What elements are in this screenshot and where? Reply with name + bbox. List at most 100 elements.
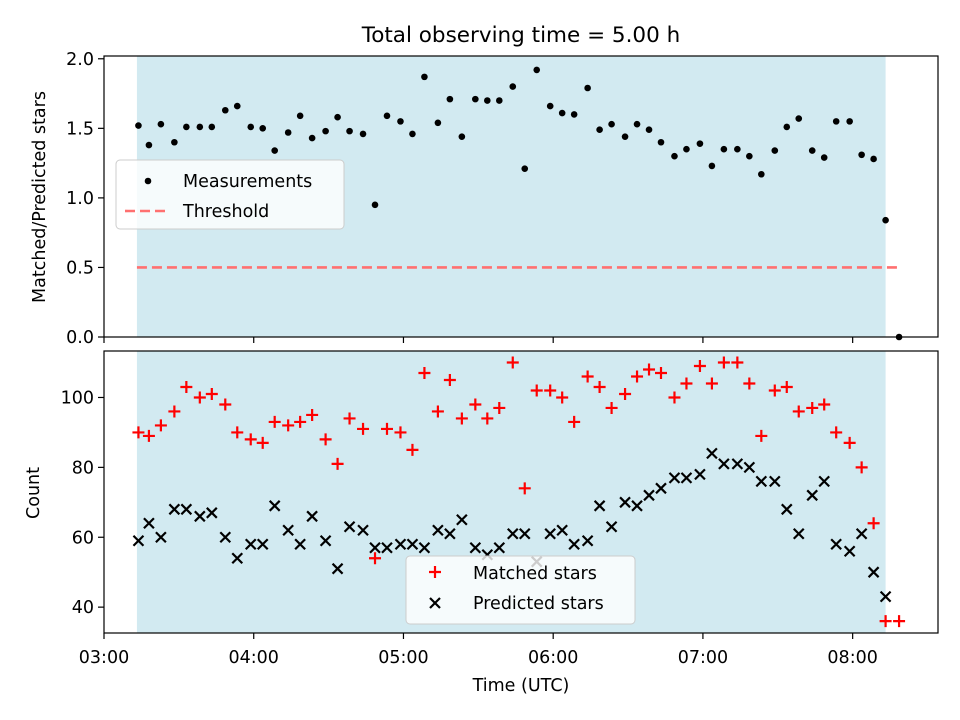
measurement-point xyxy=(259,125,267,132)
matched-star-point xyxy=(306,408,319,421)
measurement-point xyxy=(296,112,304,120)
matched-star-point xyxy=(343,412,356,425)
predicted-star-point xyxy=(855,527,868,540)
y-tick-label: 2.0 xyxy=(66,50,94,70)
matched-star-point xyxy=(231,426,244,439)
measurement-point xyxy=(783,123,791,131)
predicted-star-point xyxy=(867,566,880,578)
measurement-point xyxy=(882,216,889,224)
matched-star-point xyxy=(518,482,531,495)
legend-matched-label: Matched stars xyxy=(473,564,597,584)
matched-star-point xyxy=(568,415,581,428)
predicted-star-point xyxy=(506,527,519,540)
y-tick-label: 1.0 xyxy=(66,189,94,209)
matched-star-point xyxy=(154,419,167,432)
measurement-point xyxy=(284,129,292,136)
predicted-star-point xyxy=(343,520,356,533)
count-legend-box xyxy=(405,555,636,625)
predicted-star-point xyxy=(619,496,631,509)
y-tick-label: 0.5 xyxy=(66,258,94,278)
predicted-star-point xyxy=(331,562,344,575)
predicted-star-point xyxy=(706,447,718,460)
matched-star-point xyxy=(855,461,868,474)
matched-star-point xyxy=(142,429,155,442)
predicted-star-point xyxy=(818,475,830,488)
ratio-x-ticks xyxy=(103,337,854,343)
predicted-star-point xyxy=(631,500,643,512)
measurement-point xyxy=(696,140,704,147)
measurement-point xyxy=(208,123,216,131)
y-tick-label: 1.5 xyxy=(66,119,94,139)
predicted-star-point xyxy=(180,503,193,516)
matched-star-point xyxy=(193,391,206,404)
matched-star-point xyxy=(469,398,482,411)
measurement-point xyxy=(720,145,728,153)
measurement-point xyxy=(558,109,566,117)
matched-star-point xyxy=(893,615,906,628)
matched-star-point xyxy=(282,419,295,432)
matched-star-point xyxy=(619,387,632,400)
predicted-star-point xyxy=(219,531,232,544)
predicted-star-point xyxy=(518,527,531,540)
predicted-star-point xyxy=(743,461,756,474)
matched-star-point xyxy=(631,370,644,383)
legend-predicted-label: Predicted stars xyxy=(473,594,604,614)
x-tick-label: 05:00 xyxy=(378,648,428,668)
predicted-star-point xyxy=(357,524,369,537)
measurement-point xyxy=(570,111,578,118)
matched-star-point xyxy=(431,405,444,418)
measurement-point xyxy=(858,151,865,159)
predicted-star-point xyxy=(843,545,856,558)
legend-measurements-label: Measurements xyxy=(183,172,312,192)
ratio-y-axis-label: Matched/Predicted stars xyxy=(30,91,50,303)
matched-star-point xyxy=(768,384,781,397)
matched-star-point xyxy=(731,356,744,369)
measurement-point xyxy=(683,145,690,153)
measurement-point xyxy=(521,165,529,172)
predicted-star-point xyxy=(755,475,768,488)
measurement-point xyxy=(708,162,716,170)
ratio-legend-box xyxy=(115,159,345,230)
measurement-point xyxy=(322,127,329,135)
matched-star-point xyxy=(256,436,269,449)
predicted-star-point xyxy=(319,534,332,547)
y-tick-label: 100 xyxy=(61,388,94,408)
matched-star-point xyxy=(581,370,594,383)
measurement-point xyxy=(183,123,190,131)
measurement-point xyxy=(734,145,741,153)
predicted-star-point xyxy=(306,510,318,523)
y-tick-label: 80 xyxy=(72,458,94,478)
predicted-star-point xyxy=(493,541,506,554)
measurement-point xyxy=(359,130,367,138)
predicted-star-point xyxy=(830,538,842,551)
predicted-star-point xyxy=(643,489,655,502)
count-y-ticks: 40 60 80 100 xyxy=(61,388,104,618)
matched-star-point xyxy=(219,398,232,411)
matched-star-point xyxy=(506,356,519,369)
matched-star-point xyxy=(180,380,193,393)
predicted-star-point xyxy=(155,531,167,544)
matched-star-point xyxy=(693,360,706,373)
legend-threshold-label: Threshold xyxy=(182,202,269,222)
x-axis-label: Time (UTC) xyxy=(472,676,570,696)
matched-star-point xyxy=(481,412,494,425)
matched-star-point xyxy=(369,552,382,565)
measurement-point xyxy=(870,155,877,163)
predicted-star-point xyxy=(444,527,456,540)
measurement-point xyxy=(820,154,828,161)
ratio-points xyxy=(135,66,903,341)
measurement-point xyxy=(832,118,840,125)
measurement-point xyxy=(608,120,615,128)
predicted-star-point xyxy=(879,590,892,603)
matched-star-point xyxy=(357,422,370,435)
measurement-point xyxy=(383,112,391,120)
predicted-star-point xyxy=(369,541,381,554)
measurement-point xyxy=(135,122,142,129)
matched-star-point xyxy=(294,415,307,428)
ratio-panel: 0.00.51.01.52.0 Matched/Predicted stars … xyxy=(30,50,939,348)
predicted-star-point xyxy=(294,538,306,551)
predicted-star-point xyxy=(132,534,145,547)
predicted-points xyxy=(132,447,892,603)
predicted-star-point xyxy=(406,538,419,551)
predicted-star-point xyxy=(394,538,407,551)
